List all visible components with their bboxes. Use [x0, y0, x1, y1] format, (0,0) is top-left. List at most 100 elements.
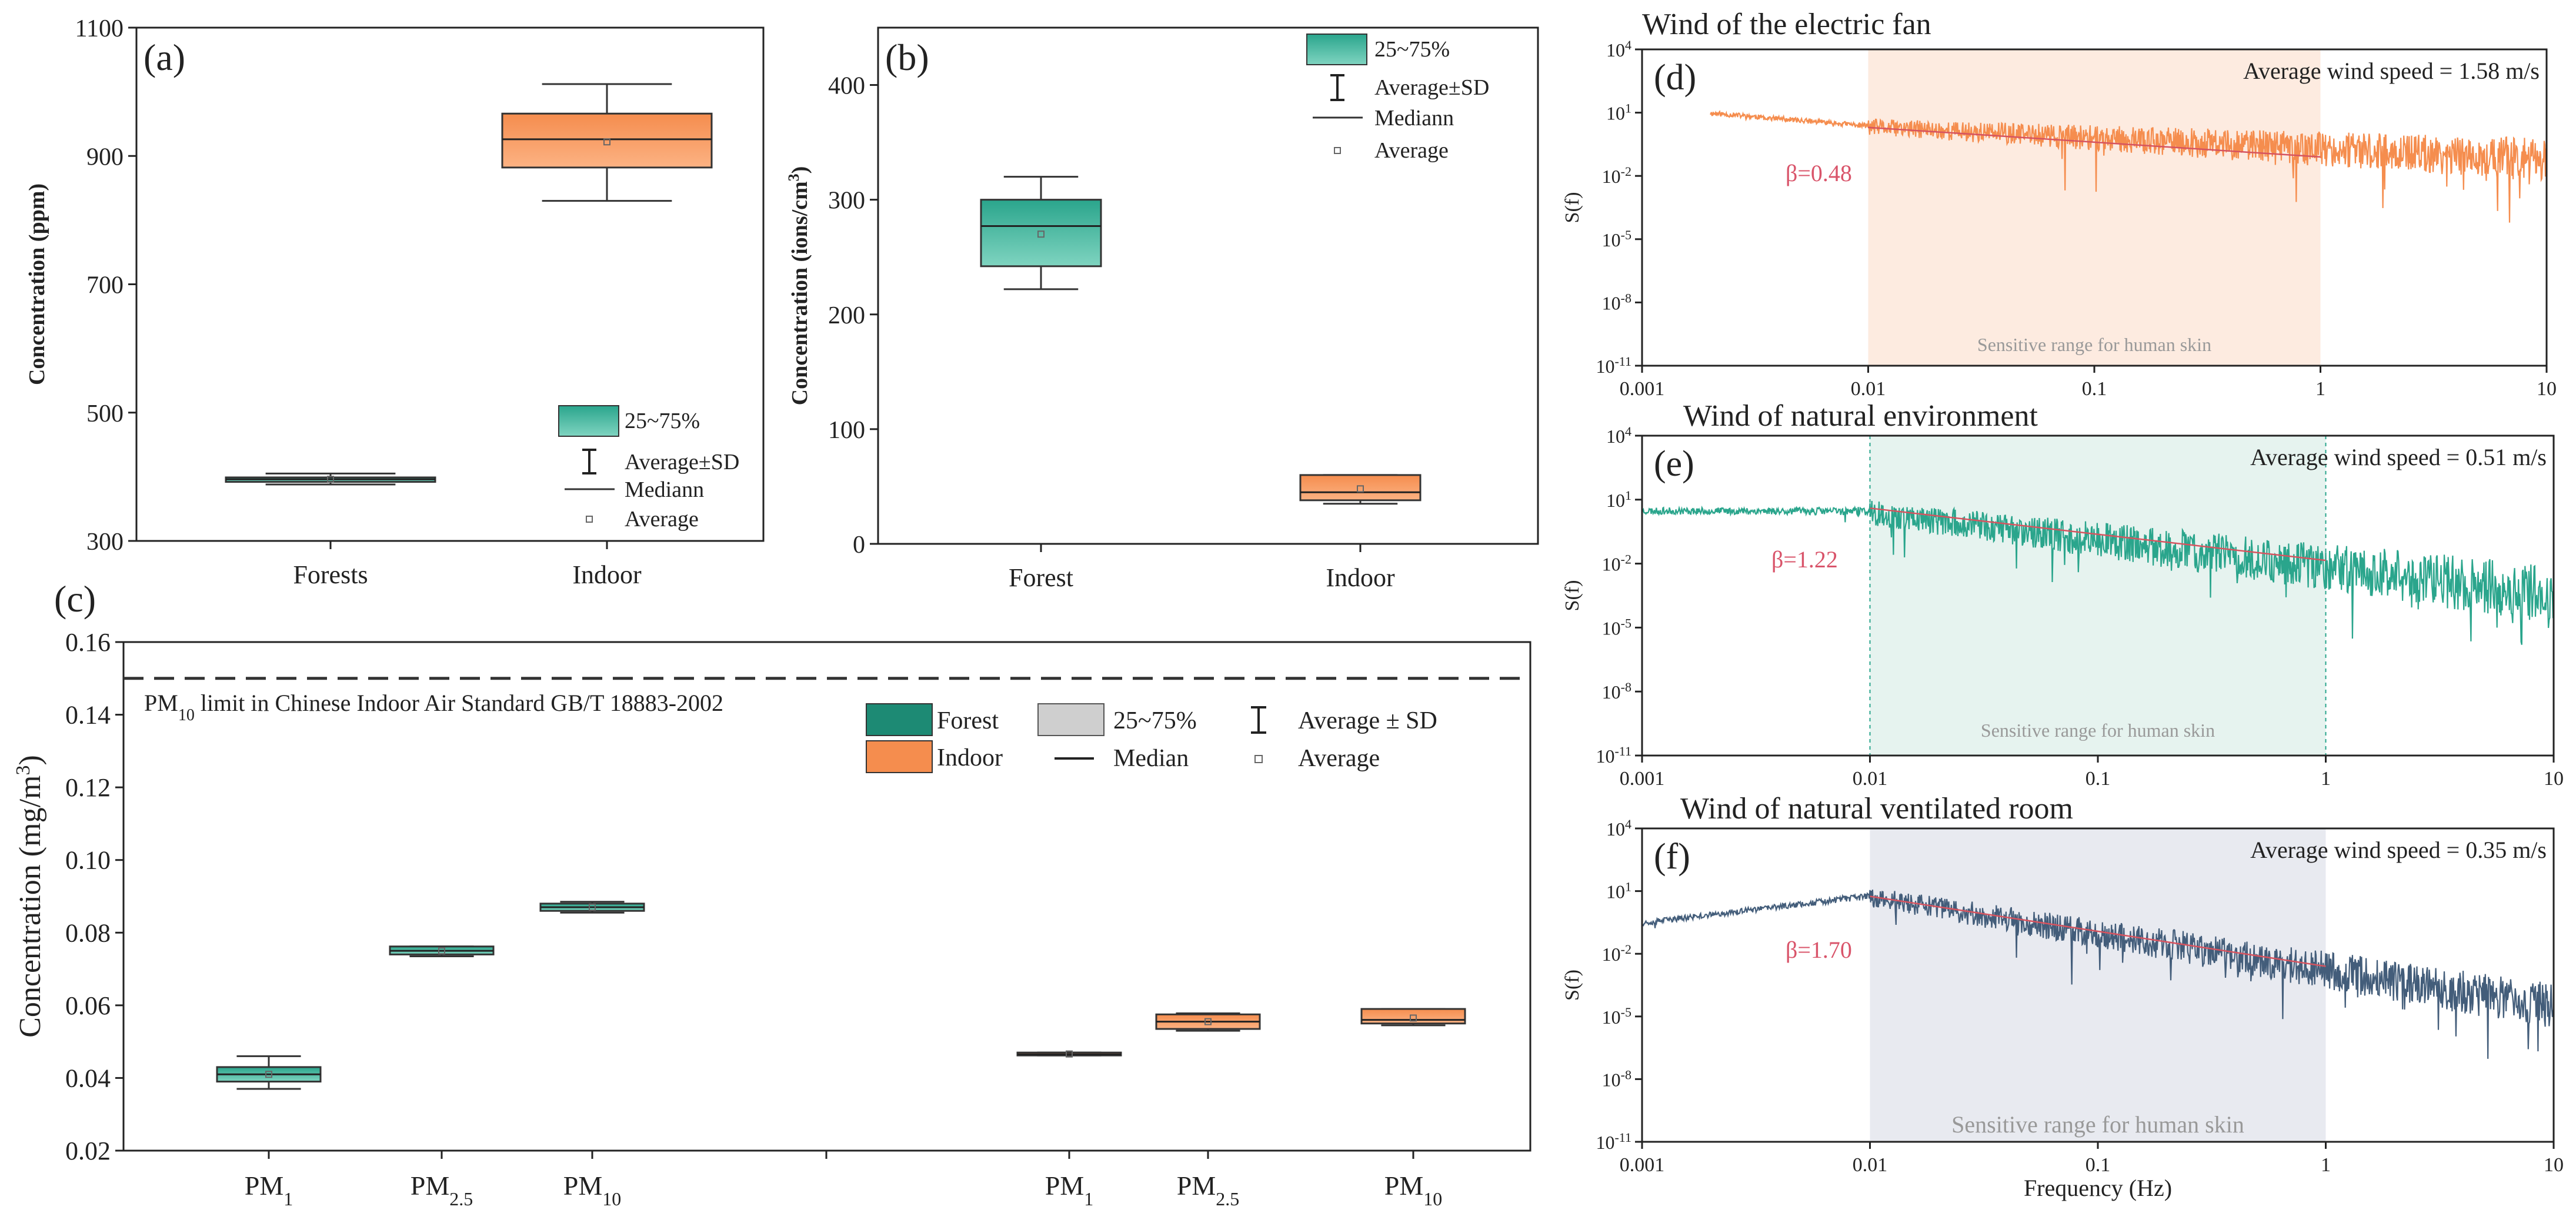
legend-box-label: 25~75% — [1374, 37, 1450, 62]
y-tick-label: 10-8 — [1602, 1067, 1631, 1091]
box-c-0 — [216, 1055, 322, 1090]
y-tick-label: 101 — [1606, 101, 1631, 124]
y-tick-label: 10-2 — [1602, 164, 1631, 188]
y-tick-label: 10-2 — [1602, 552, 1631, 575]
y-tick-label: 900 — [86, 143, 124, 171]
x-axis-title: Frequency (Hz) — [2024, 1175, 2172, 1201]
y-tick-label: 0 — [853, 532, 865, 559]
y-tick-label: 500 — [86, 400, 124, 427]
panel-a: 300 500 700 900 1100 Concentration (ppm) Fores… — [25, 15, 765, 589]
legend-median-label: Mediann — [1374, 106, 1454, 131]
legend-b: 25~75% Average±SD Mediann Average — [1306, 34, 1489, 163]
sensitive-band — [1870, 828, 2326, 1142]
legend-box-label: 25~75% — [625, 409, 700, 433]
y-axis-title: S(f) — [1561, 580, 1583, 611]
panel-d: Sensitive range for human skin 104 101 10-2… — [1561, 8, 2557, 400]
box-mean-marker — [1066, 1050, 1073, 1058]
box-iqr — [1299, 474, 1422, 502]
y-tick-label: 10-5 — [1602, 1004, 1631, 1028]
legend-box-swatch — [1037, 703, 1105, 736]
legend-whisker-label: Average±SD — [625, 450, 739, 474]
x-tick-label: Indoor — [1326, 563, 1395, 592]
box-b-1 — [1299, 474, 1422, 505]
box-c-1 — [389, 945, 495, 957]
y-tick-label: 0.04 — [65, 1064, 111, 1092]
y-tick-label: 10-11 — [1596, 744, 1631, 767]
legend-indoor-label: Indoor — [937, 744, 1003, 771]
panel-label: (e) — [1654, 444, 1694, 484]
panel-title: Wind of the electric fan — [1642, 8, 1931, 41]
x-tick-label: 0.01 — [1853, 1154, 1888, 1176]
legend-whisker-label: Average±SD — [1374, 75, 1489, 100]
y-tick-label: 0.08 — [65, 918, 111, 947]
x-tick-label: 1 — [2315, 378, 2325, 400]
legend-mean-symbol — [586, 516, 593, 523]
y-tick-label: 10-5 — [1602, 227, 1631, 250]
box-a-0 — [225, 472, 436, 486]
panel-e: Sensitive range for human skin10410110-2… — [1561, 399, 2564, 790]
panel-label: (a) — [144, 36, 185, 78]
y-tick-label: 1100 — [75, 15, 124, 42]
y-tick-label: 104 — [1606, 424, 1631, 447]
x-tick-label: 10 — [2544, 768, 2564, 790]
y-tick-label: 101 — [1606, 879, 1631, 903]
y-tick-label: 10-2 — [1602, 942, 1631, 965]
legend-box-swatch — [1306, 34, 1367, 65]
box-mean-marker — [603, 138, 610, 146]
y-tick-label: 104 — [1606, 817, 1631, 840]
legend-whisker-label: Average ± SD — [1298, 707, 1437, 734]
box-iqr — [980, 199, 1102, 268]
x-tick-label: PM2.5 — [411, 1171, 473, 1209]
panel-label: (c) — [54, 578, 96, 620]
x-tick-label: PM1 — [245, 1171, 293, 1209]
legend-forest-label: Forest — [937, 707, 999, 734]
y-tick-label: 101 — [1606, 487, 1631, 511]
y-tick-label: 0.10 — [65, 846, 111, 875]
box-mean-marker — [1037, 230, 1045, 238]
panel-f: Sensitive range for human skin10410110-2… — [1561, 792, 2564, 1201]
x-tick-label: 0.001 — [1620, 378, 1665, 400]
legend-mean-label: Average — [1374, 138, 1449, 163]
x-tick-label: 1 — [2321, 1154, 2331, 1176]
legend-box-swatch — [558, 405, 619, 437]
y-tick-label: 400 — [828, 73, 865, 100]
spectrum-series — [1710, 110, 2548, 223]
x-tick-label: 0.001 — [1620, 1154, 1665, 1176]
box-a-1 — [501, 83, 713, 202]
legend-mean-label: Average — [625, 507, 699, 532]
beta-label: β=1.70 — [1786, 937, 1852, 963]
panel-title: Wind of natural ventilated room — [1680, 792, 2073, 825]
x-tick-label: 0.1 — [2086, 768, 2111, 790]
y-tick-label: 0.12 — [65, 773, 111, 802]
x-tick-label: 1 — [2321, 768, 2331, 790]
y-tick-label: 104 — [1606, 38, 1631, 61]
box-c-5 — [1360, 1008, 1466, 1027]
x-tick-label: 0.01 — [1851, 378, 1886, 400]
y-axis-title: Concentration (ppm) — [25, 183, 49, 385]
legend-a: 25~75% Average±SD Mediann Average — [558, 405, 739, 532]
y-tick-label: 10-11 — [1596, 1130, 1631, 1154]
y-tick-label: 700 — [86, 272, 124, 299]
beta-label: β=1.22 — [1771, 546, 1838, 573]
y-tick-label: 0.14 — [65, 701, 111, 730]
spectrum-series — [1641, 890, 2555, 1059]
fit-line — [1868, 126, 2321, 158]
spectrum-series — [1641, 500, 2554, 645]
panel-label: (f) — [1654, 837, 1690, 877]
x-tick-label: Indoor — [572, 560, 642, 589]
legend-c: Forest Indoor 25~75% Median Average ± SD Aver… — [866, 703, 1437, 773]
plot-frame — [877, 26, 1539, 545]
x-tick-label: 0.1 — [2082, 378, 2107, 400]
x-tick-label: PM2.5 — [1177, 1171, 1239, 1209]
x-tick-label: 0.1 — [2086, 1154, 2111, 1176]
x-tick-label: PM1 — [1045, 1171, 1093, 1209]
x-tick-label: Forests — [293, 560, 368, 589]
panel-label: (b) — [885, 36, 929, 78]
x-tick-label: 0.01 — [1853, 768, 1888, 790]
y-axis-title: Concentration (mg/m3) — [12, 755, 48, 1038]
band-label: Sensitive range for human skin — [1977, 334, 2211, 355]
panel-label: (d) — [1654, 58, 1696, 98]
reference-line-label: PM10 limit in Chinese Indoor Air Standar… — [144, 690, 723, 724]
panel-b: 0 100 200 300 400 Concentration (ions/cm3) For… — [785, 26, 1539, 592]
